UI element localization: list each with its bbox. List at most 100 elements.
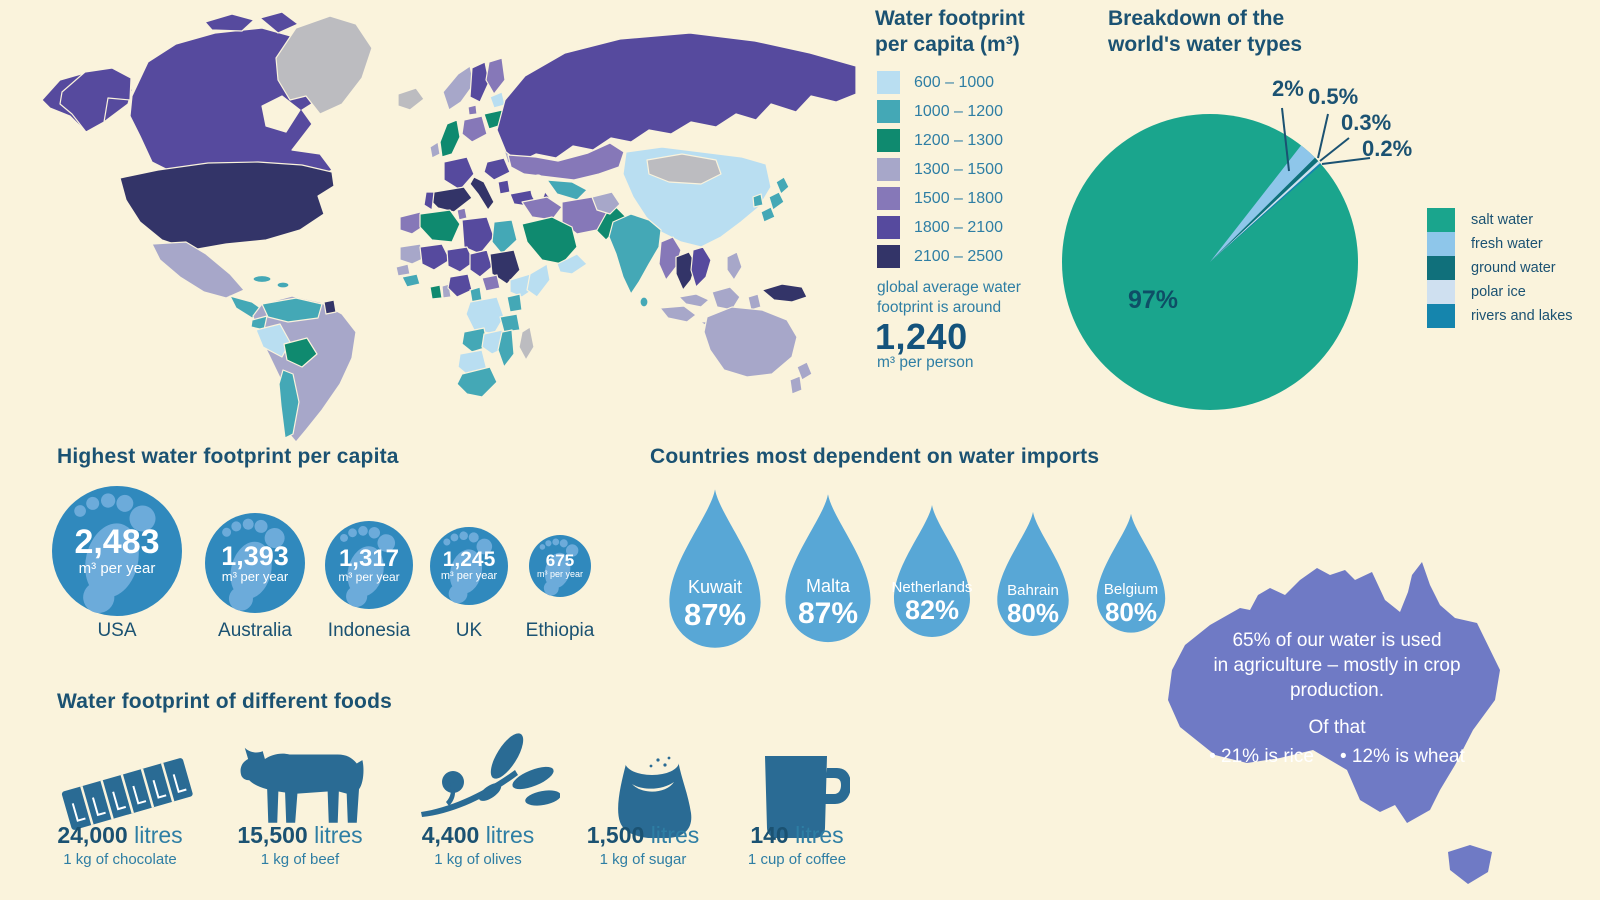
legend-label: 1800 – 2100 xyxy=(914,218,1003,236)
map-legend: 600 – 1000 1000 – 1200 1200 – 1300 1300 – 1… xyxy=(877,68,1003,271)
legend-label: 1000 – 1200 xyxy=(914,102,1003,120)
map-region-syria-iraq xyxy=(521,196,563,221)
food-description: 1 kg of sugar xyxy=(599,851,687,868)
pie-legend: salt water fresh water ground water polar i… xyxy=(1427,208,1573,328)
australia-silhouette xyxy=(1168,562,1500,884)
australia-note-bullets: • 21% is rice • 12% is wheat xyxy=(1172,744,1502,769)
map-region-germany xyxy=(461,115,488,143)
drop-percent: 87% xyxy=(683,596,747,632)
footprint-circle-uk: 1,245 m³ per year xyxy=(430,527,508,605)
food-description: 1 kg of chocolate xyxy=(63,851,177,868)
pie-callout-label: 0.2% xyxy=(1362,136,1413,161)
food-icon-coffee-mug xyxy=(755,748,851,845)
food-value: 1,500 litres xyxy=(586,822,700,848)
australia-note: 65% of our water is used in agriculture … xyxy=(1172,628,1502,769)
map-region-balkans xyxy=(483,157,511,181)
food-icon-sugar-sack xyxy=(598,738,703,843)
map-region-hispaniola xyxy=(276,281,290,289)
map-region-colombia-venezuela xyxy=(261,297,323,323)
map-region-guyana xyxy=(323,299,337,315)
food-description: 1 cup of coffee xyxy=(747,851,847,868)
map-region-drc xyxy=(465,296,505,335)
coffee-mug-icon xyxy=(765,756,851,838)
pie-legend-item: salt water xyxy=(1427,208,1573,232)
legend-swatch xyxy=(1427,232,1455,256)
map-region-alaska xyxy=(59,67,132,133)
olive-branch-icon xyxy=(421,733,561,817)
legend-label: 600 – 1000 xyxy=(914,73,995,91)
footprint-unit: m³ per year xyxy=(338,570,400,585)
hudson-bay xyxy=(261,95,301,133)
map-region-philippines xyxy=(726,251,743,281)
map-region-sri-lanka xyxy=(639,296,649,308)
map-region-chile xyxy=(278,369,300,439)
australia-note-subtitle: Of that xyxy=(1308,717,1366,739)
map-region-sulawesi xyxy=(747,293,762,311)
food-value: 140 litres xyxy=(750,822,844,848)
food-value: 15,500 litres xyxy=(237,822,363,848)
legend-swatch xyxy=(877,129,900,152)
map-legend-item: 1300 – 1500 xyxy=(877,155,1003,184)
australia-note-bullet: • 21% is rice xyxy=(1209,746,1314,768)
water-types-pie-chart xyxy=(1062,107,1371,410)
map-region-uzbekistan xyxy=(546,179,588,201)
drop-text: Belgium 80% xyxy=(1086,581,1176,627)
map-region-italy xyxy=(469,176,495,211)
drops-heading: Countries most dependent on water import… xyxy=(650,445,1100,468)
footprint-circle-ethiopia: 675 m³ per year xyxy=(529,535,591,597)
footprint-value: 1,245 xyxy=(442,548,496,572)
food-icon-olive-branch xyxy=(415,730,561,835)
map-region-france xyxy=(443,156,475,191)
legend-label: ground water xyxy=(1471,260,1556,276)
food-value: 4,400 litres xyxy=(421,822,535,848)
footprint-circle-usa: 2,483 m³ per year xyxy=(52,486,182,616)
drop-percent: 82% xyxy=(904,595,960,626)
map-region-guinea xyxy=(401,273,421,288)
water-drop-bahrain: Bahrain 80% xyxy=(986,510,1080,650)
map-region-sweden xyxy=(469,61,490,103)
map-region-libya xyxy=(461,216,495,255)
australia-note-line: production. xyxy=(1289,680,1384,702)
legend-label: salt water xyxy=(1471,212,1534,228)
map-region-sumatra xyxy=(659,305,697,323)
map-region-baltics xyxy=(489,91,506,109)
map-legend-item: 1000 – 1200 xyxy=(877,97,1003,126)
footprint-unit: m³ per year xyxy=(221,569,289,585)
drop-text: Bahrain 80% xyxy=(986,582,1080,628)
map-region-cuba xyxy=(252,274,272,284)
map-region-algeria xyxy=(419,209,461,243)
pie-callout-label: 0.3% xyxy=(1341,110,1392,135)
water-drop-belgium: Belgium 80% xyxy=(1086,512,1176,646)
map-region-ireland xyxy=(429,141,441,159)
footprint-country-label: USA xyxy=(97,620,137,641)
map-region-greece xyxy=(497,179,511,195)
drop-country: Malta xyxy=(805,576,850,597)
footprint-unit: m³ per year xyxy=(440,570,498,583)
map-legend-item: 1800 – 2100 xyxy=(877,213,1003,242)
footprint-unit: m³ per year xyxy=(536,569,583,580)
drop-text: Kuwait 87% xyxy=(655,577,775,632)
map-region-png xyxy=(761,283,808,303)
map-region-tanzania xyxy=(499,313,521,333)
chocolate-bar-icon xyxy=(61,758,193,830)
map-region-japan-m xyxy=(768,191,785,211)
food-icon-chocolate-bar xyxy=(52,738,202,843)
map-region-greenland xyxy=(275,15,373,115)
footprint-country-label: Ethiopia xyxy=(525,620,595,641)
food-value: 24,000 litres xyxy=(57,822,183,848)
pie-title: Breakdown of the world's water types xyxy=(1108,7,1303,57)
footprint-circle-indonesia: 1,317 m³ per year xyxy=(325,521,413,609)
map-region-canada-islands-a xyxy=(204,13,255,32)
pie-leader-lines xyxy=(1281,107,1371,172)
map-region-madagascar xyxy=(518,326,535,361)
footprint-unit: m³ per year xyxy=(78,559,156,577)
footprint-icon xyxy=(74,493,156,613)
map-region-yemen-oman xyxy=(556,253,588,275)
map-region-portugal xyxy=(423,191,435,211)
footprints-heading: Highest water footprint per capita xyxy=(57,445,399,468)
food-description: 1 kg of olives xyxy=(434,851,522,868)
map-legend-item: 600 – 1000 xyxy=(877,68,1003,97)
footprint-country-label: UK xyxy=(455,620,483,641)
pie-slice-polar-ice xyxy=(1210,161,1321,262)
pie-center-label: 97% xyxy=(1128,286,1179,314)
